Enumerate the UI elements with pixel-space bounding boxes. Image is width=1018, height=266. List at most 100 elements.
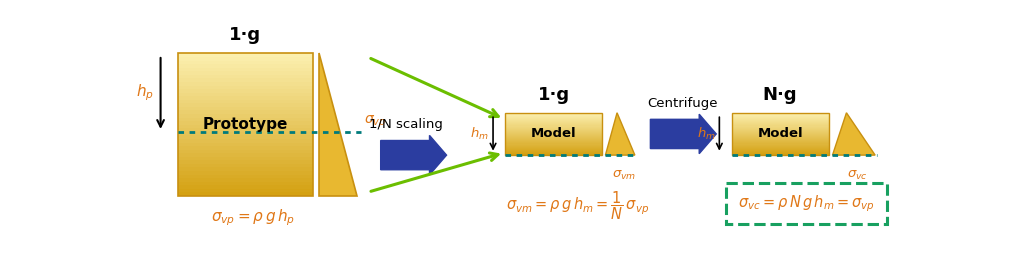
Bar: [506, 152, 603, 153]
FancyArrow shape: [381, 135, 447, 175]
Polygon shape: [320, 53, 356, 196]
Bar: [506, 113, 603, 155]
Bar: [732, 124, 829, 126]
Bar: [506, 121, 603, 122]
Text: $h_p$: $h_p$: [136, 82, 155, 103]
Bar: [732, 116, 829, 117]
Text: $\sigma_{vp}$: $\sigma_{vp}$: [364, 114, 387, 130]
Bar: [732, 122, 829, 123]
Bar: [506, 120, 603, 121]
Bar: [506, 144, 603, 146]
Bar: [177, 167, 314, 171]
Bar: [732, 140, 829, 141]
Bar: [177, 89, 314, 93]
Bar: [506, 119, 603, 120]
Bar: [177, 135, 314, 139]
Bar: [177, 93, 314, 96]
Bar: [732, 147, 829, 148]
Bar: [506, 137, 603, 138]
Bar: [506, 118, 603, 119]
Bar: [732, 117, 829, 118]
Bar: [506, 146, 603, 147]
Bar: [732, 123, 829, 124]
Bar: [732, 127, 829, 128]
Bar: [732, 133, 829, 134]
Bar: [177, 110, 314, 114]
Bar: [506, 138, 603, 139]
Bar: [732, 151, 829, 152]
Bar: [177, 132, 314, 135]
Bar: [177, 57, 314, 61]
Bar: [177, 189, 314, 192]
Bar: [732, 136, 829, 137]
Bar: [506, 129, 603, 130]
Bar: [732, 119, 829, 120]
Bar: [177, 150, 314, 153]
Bar: [177, 107, 314, 110]
Text: $\sigma_{vc}$: $\sigma_{vc}$: [847, 169, 868, 182]
Bar: [177, 178, 314, 182]
Bar: [177, 75, 314, 78]
Polygon shape: [606, 113, 635, 155]
Text: $\sigma_{vc} = \rho\, N\, g\, h_m = \sigma_{vp}$: $\sigma_{vc} = \rho\, N\, g\, h_m = \sig…: [738, 193, 875, 214]
Text: Model: Model: [757, 127, 803, 140]
Bar: [732, 118, 829, 119]
Bar: [506, 154, 603, 155]
Text: 1·g: 1·g: [538, 86, 570, 103]
Bar: [732, 137, 829, 138]
Bar: [732, 113, 829, 155]
Bar: [732, 142, 829, 143]
Bar: [732, 114, 829, 115]
Bar: [732, 135, 829, 136]
Bar: [177, 192, 314, 196]
Bar: [177, 171, 314, 174]
Text: N·g: N·g: [762, 86, 797, 103]
Bar: [506, 131, 603, 132]
Bar: [732, 115, 829, 116]
Bar: [506, 133, 603, 134]
Bar: [732, 132, 829, 133]
Bar: [177, 182, 314, 185]
Bar: [732, 128, 829, 129]
Bar: [506, 117, 603, 118]
Bar: [506, 113, 603, 114]
Bar: [177, 118, 314, 121]
Bar: [506, 140, 603, 141]
Bar: [506, 114, 603, 115]
Bar: [732, 144, 829, 146]
Bar: [177, 164, 314, 167]
Bar: [506, 134, 603, 135]
Bar: [177, 64, 314, 68]
Bar: [177, 103, 314, 107]
Bar: [732, 152, 829, 153]
Bar: [506, 143, 603, 144]
Bar: [177, 78, 314, 82]
Bar: [177, 143, 314, 146]
FancyArrow shape: [651, 114, 717, 154]
Bar: [506, 128, 603, 129]
Text: $\sigma_{vm}$: $\sigma_{vm}$: [612, 169, 636, 182]
Bar: [177, 121, 314, 125]
Polygon shape: [833, 113, 875, 155]
Bar: [732, 138, 829, 139]
Bar: [732, 153, 829, 154]
Bar: [732, 113, 829, 114]
Bar: [177, 53, 314, 57]
Bar: [732, 121, 829, 122]
Bar: [732, 149, 829, 150]
Bar: [177, 61, 314, 64]
Bar: [177, 71, 314, 75]
Bar: [506, 149, 603, 150]
Bar: [506, 151, 603, 152]
Text: $h_m$: $h_m$: [470, 126, 490, 142]
Bar: [177, 153, 314, 157]
Text: $h_m$: $h_m$: [696, 126, 716, 142]
Bar: [177, 174, 314, 178]
Bar: [732, 129, 829, 130]
Bar: [732, 120, 829, 121]
Bar: [732, 131, 829, 132]
Bar: [177, 139, 314, 143]
Bar: [506, 132, 603, 133]
Bar: [506, 124, 603, 126]
Bar: [732, 130, 829, 131]
